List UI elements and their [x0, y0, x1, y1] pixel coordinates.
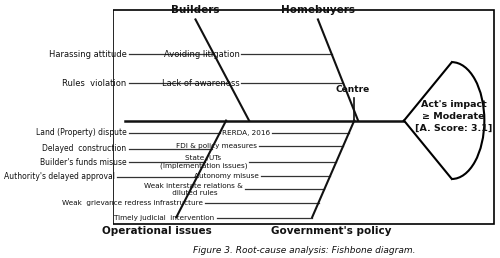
Text: Builders: Builders: [171, 5, 220, 15]
Text: Autonomy misuse: Autonomy misuse: [194, 173, 258, 179]
Text: Government's policy: Government's policy: [271, 226, 392, 236]
Text: Timely judicial  intervention: Timely judicial intervention: [114, 215, 214, 221]
Text: Operational issues: Operational issues: [102, 226, 212, 236]
Text: Authority's delayed approval: Authority's delayed approval: [4, 172, 115, 181]
Text: Act's impact
≥ Moderate
[A. Score: 3.1]: Act's impact ≥ Moderate [A. Score: 3.1]: [415, 100, 492, 132]
Text: FDI & policy measures: FDI & policy measures: [176, 143, 256, 149]
Text: Rules  violation: Rules violation: [62, 79, 126, 88]
Text: Avoiding litigation: Avoiding litigation: [164, 50, 240, 59]
Text: Builder's funds misuse: Builder's funds misuse: [40, 158, 126, 167]
Text: RERDA, 2016: RERDA, 2016: [222, 130, 270, 136]
Text: Harassing attitude: Harassing attitude: [48, 50, 126, 59]
Polygon shape: [404, 62, 484, 179]
Text: Homebuyers: Homebuyers: [281, 5, 355, 15]
Text: Weak  grievance redress infrastructure: Weak grievance redress infrastructure: [62, 200, 203, 206]
Text: Delayed  construction: Delayed construction: [42, 144, 126, 153]
Text: Weak interstate relations &
 diluted rules: Weak interstate relations & diluted rule…: [144, 183, 244, 196]
Text: Lack of awareness: Lack of awareness: [162, 79, 240, 88]
Text: Centre: Centre: [335, 85, 370, 94]
Text: Figure 3. Root-cause analysis: Fishbone diagram.: Figure 3. Root-cause analysis: Fishbone …: [194, 246, 416, 255]
Text: State /UTs
(Implementation issues): State /UTs (Implementation issues): [160, 155, 247, 169]
Text: Land (Property) dispute: Land (Property) dispute: [36, 128, 126, 138]
